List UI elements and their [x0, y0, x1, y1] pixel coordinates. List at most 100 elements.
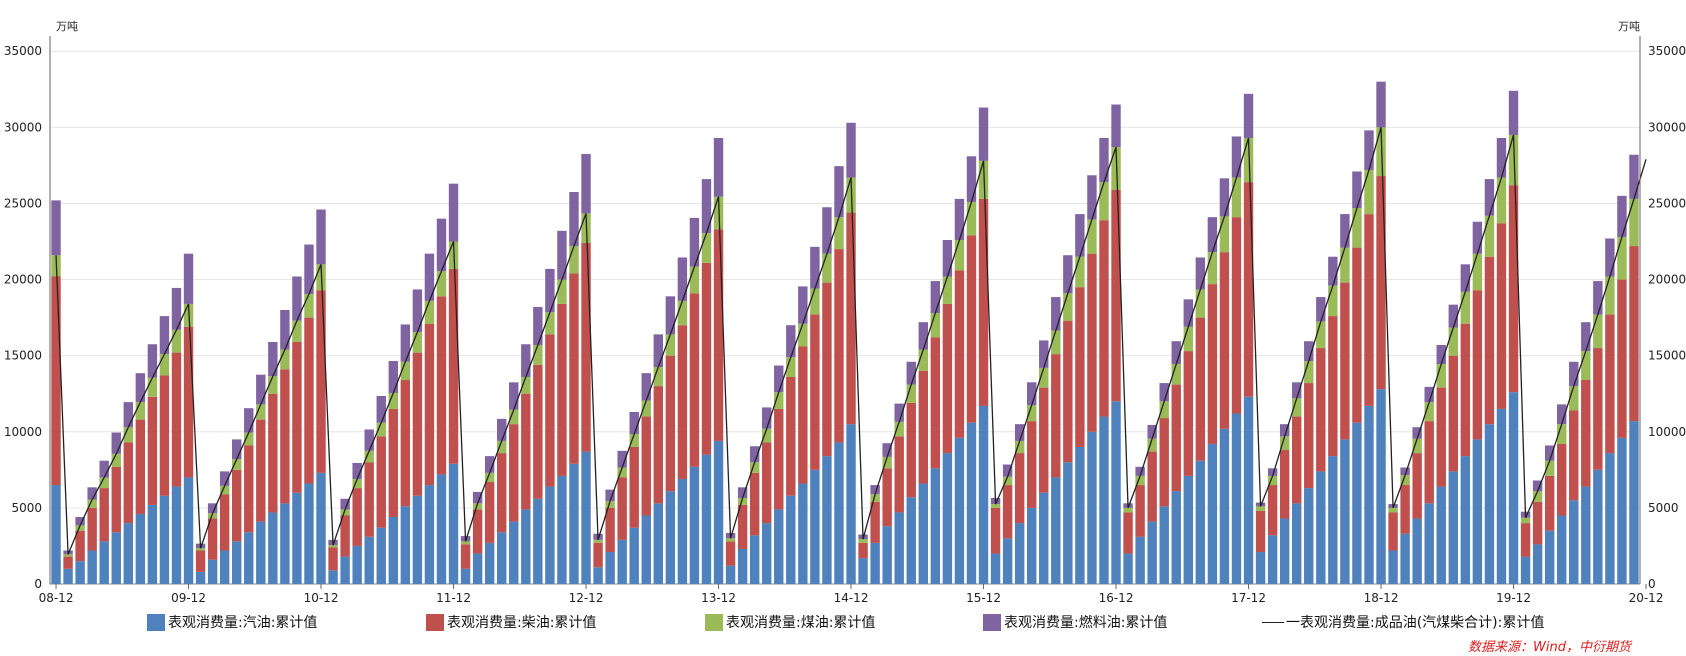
- bar-segment-gasoline-109: [1364, 405, 1374, 584]
- bar-segment-gasoline-88: [1111, 401, 1121, 584]
- bar-segment-fuel-oil-52: [677, 257, 688, 301]
- bar-segment-kerosene-12: [195, 548, 206, 551]
- x-tick-label: 10-12: [304, 591, 339, 605]
- y-tick-left: 30000: [4, 120, 42, 134]
- bar-segment-kerosene-43: [569, 246, 579, 274]
- bar-segment-kerosene-113: [1412, 438, 1422, 454]
- bar-segment-fuel-oil-9: [159, 316, 170, 355]
- bar-segment-diesel-123: [1532, 501, 1543, 545]
- bar-segment-diesel-63: [810, 314, 820, 470]
- bar-segment-fuel-oil-66: [846, 122, 856, 178]
- bar-segment-kerosene-102: [1279, 436, 1290, 451]
- legend-item-diesel[interactable]: 表观消费量:柴油:累计值: [426, 612, 596, 632]
- legend-label-total: 一表观消费量:成品油(汽煤柴合计):累计值: [1286, 615, 1545, 631]
- bar-segment-diesel-20: [292, 341, 302, 493]
- bar-segment-kerosene-118: [1472, 253, 1483, 291]
- bar-segment-fuel-oil-18: [268, 341, 278, 377]
- legend-item-total[interactable]: 一表观消费量:成品油(汽煤柴合计):累计值: [1262, 612, 1544, 632]
- bar-segment-diesel-42: [557, 303, 567, 476]
- bar-segment-diesel-131: [1629, 246, 1639, 422]
- bar-segment-fuel-oil-2: [75, 517, 85, 526]
- bar-segment-gasoline-65: [834, 442, 844, 584]
- bar-segment-kerosene-129: [1605, 276, 1615, 315]
- bar-segment-gasoline-73: [930, 468, 941, 584]
- bar-segment-gasoline-80: [1014, 523, 1025, 584]
- bar-segment-diesel-66: [846, 212, 856, 425]
- legend-item-gasoline[interactable]: 表观消费量:汽油:累计值: [147, 612, 317, 632]
- bar-segment-diesel-46: [605, 507, 615, 553]
- bar-segment-fuel-oil-39: [521, 344, 531, 377]
- legend-label-diesel: 表观消费量:柴油:累计值: [447, 615, 597, 631]
- bar-segment-diesel-97: [1219, 252, 1230, 429]
- bar-segment-diesel-99: [1243, 182, 1254, 397]
- bar-segment-fuel-oil-13: [207, 503, 218, 514]
- bar-segment-diesel-40: [533, 364, 543, 499]
- legend-label-kerosene: 表观消费量:煤油:累计值: [726, 615, 876, 631]
- bar-segment-kerosene-111: [1388, 507, 1398, 513]
- bar-segment-gasoline-95: [1195, 460, 1206, 584]
- bar-segment-gasoline-41: [545, 486, 555, 584]
- bar-segment-kerosene-100: [1255, 506, 1266, 511]
- bar-segment-kerosene-13: [207, 513, 218, 519]
- bar-segment-fuel-oil-119: [1484, 179, 1495, 216]
- bar-segment-fuel-oil-59: [762, 407, 772, 429]
- bar-segment-fuel-oil-25: [352, 462, 362, 479]
- bar-segment-gasoline-10: [171, 486, 182, 584]
- bar-segment-diesel-89: [1123, 512, 1133, 554]
- bar-segment-kerosene-18: [268, 376, 278, 394]
- bar-segment-kerosene-126: [1569, 386, 1579, 411]
- bar-segment-kerosene-75: [954, 239, 965, 271]
- bar-segment-gasoline-71: [906, 497, 916, 584]
- bar-segment-kerosene-82: [1039, 367, 1049, 388]
- bar-segment-fuel-oil-32: [436, 218, 447, 272]
- bar-segment-diesel-107: [1340, 282, 1350, 440]
- bar-segment-diesel-93: [1171, 384, 1181, 492]
- bar-segment-kerosene-71: [906, 384, 916, 403]
- bar-segment-gasoline-67: [858, 558, 868, 584]
- bar-segment-gasoline-36: [484, 542, 495, 584]
- bar-segment-fuel-oil-82: [1039, 340, 1049, 368]
- bar-segment-diesel-15: [232, 469, 242, 542]
- bar-segment-fuel-oil-98: [1231, 136, 1242, 178]
- bar-segment-gasoline-128: [1593, 469, 1603, 584]
- bar-segment-kerosene-37: [497, 440, 507, 454]
- bar-segment-gasoline-13: [207, 559, 218, 584]
- bar-segment-diesel-57: [737, 504, 748, 549]
- bar-segment-fuel-oil-127: [1581, 322, 1591, 352]
- bar-segment-fuel-oil-124: [1544, 445, 1555, 461]
- bar-segment-kerosene-35: [472, 503, 483, 510]
- bar-segment-gasoline-93: [1171, 491, 1181, 584]
- bar-segment-fuel-oil-113: [1412, 427, 1422, 439]
- bar-segment-fuel-oil-49: [641, 373, 651, 401]
- bar-segment-diesel-88: [1111, 189, 1121, 402]
- bar-segment-diesel-108: [1352, 247, 1362, 423]
- bar-segment-fuel-oil-75: [954, 198, 965, 240]
- bar-segment-gasoline-25: [352, 545, 362, 584]
- bar-segment-fuel-oil-38: [509, 382, 519, 410]
- bar-segment-diesel-118: [1472, 290, 1483, 440]
- bar-segment-kerosene-107: [1340, 247, 1350, 283]
- bar-segment-kerosene-109: [1364, 169, 1374, 215]
- legend-item-kerosene[interactable]: 表观消费量:煤油:累计值: [705, 612, 875, 632]
- bar-segment-diesel-13: [207, 518, 218, 560]
- bar-segment-gasoline-72: [918, 483, 928, 584]
- bar-segment-kerosene-83: [1051, 330, 1061, 355]
- bar-segment-fuel-oil-14: [219, 471, 230, 486]
- bar-segment-diesel-61: [786, 376, 796, 496]
- bar-segment-gasoline-84: [1063, 462, 1073, 584]
- bar-segment-kerosene-59: [762, 428, 772, 443]
- bar-segment-kerosene-14: [219, 485, 230, 495]
- bar-segment-gasoline-42: [557, 475, 567, 584]
- y-tick-right: 25000: [1648, 196, 1686, 210]
- legend-item-fuel-oil[interactable]: 表观消费量:燃料油:累计值: [983, 612, 1167, 632]
- bar-segment-gasoline-7: [135, 513, 146, 584]
- bar-segment-diesel-64: [822, 282, 832, 457]
- bar-segment-gasoline-129: [1605, 453, 1615, 584]
- bar-segment-gasoline-45: [593, 567, 603, 584]
- bar-segment-gasoline-51: [665, 491, 676, 584]
- bar-segment-kerosene-92: [1159, 401, 1169, 419]
- bar-segment-gasoline-108: [1352, 422, 1362, 584]
- bar-segment-fuel-oil-71: [906, 361, 916, 385]
- bar-segment-kerosene-84: [1063, 293, 1073, 321]
- bar-segment-diesel-115: [1436, 387, 1446, 487]
